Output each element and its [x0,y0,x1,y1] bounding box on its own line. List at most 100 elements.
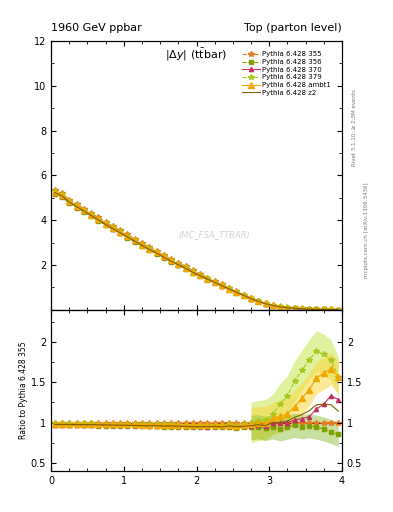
Pythia 6.428 379 [74,202,79,208]
Pythia 6.428 379 [220,282,224,288]
Text: (MC_FSA_TTBAR): (MC_FSA_TTBAR) [178,230,250,239]
Pythia 6.428 370 [118,229,123,236]
Pythia 6.428 355 [140,240,144,246]
Pythia 6.428 355 [125,231,130,238]
Pythia 6.428 z2 [103,221,108,227]
Pythia 6.428 356 [183,265,188,271]
Pythia 6.428 355 [263,301,268,307]
Pythia 6.428 ambt1 [147,246,152,252]
Pythia 6.428 z2 [67,199,72,205]
Pythia 6.428 370 [140,242,144,248]
Pythia 6.428 370 [191,269,195,275]
Pythia 6.428 z2 [234,289,239,295]
Pythia 6.428 ambt1 [176,261,181,267]
Pythia 6.428 z2 [110,226,115,232]
Pythia 6.428 ambt1 [234,289,239,295]
Pythia 6.428 ambt1 [132,237,137,243]
Pythia 6.428 355 [132,236,137,242]
Pythia 6.428 370 [336,307,341,313]
Pythia 6.428 379 [140,241,144,247]
Pythia 6.428 ambt1 [118,229,123,235]
Pythia 6.428 379 [336,307,341,313]
Pythia 6.428 z2 [285,305,290,311]
Y-axis label: Ratio to Pythia 6.428 355: Ratio to Pythia 6.428 355 [19,342,28,439]
Pythia 6.428 370 [220,283,224,289]
Pythia 6.428 z2 [176,262,181,268]
Pythia 6.428 z2 [118,229,123,236]
Pythia 6.428 ambt1 [140,242,144,248]
Pythia 6.428 z2 [154,250,159,256]
Pythia 6.428 356 [234,289,239,295]
Pythia 6.428 ambt1 [278,304,283,310]
Pythia 6.428 z2 [125,234,130,240]
Pythia 6.428 379 [154,249,159,255]
Pythia 6.428 379 [241,292,246,298]
Pythia 6.428 379 [307,306,312,312]
Pythia 6.428 370 [125,234,130,240]
Pythia 6.428 355 [52,187,57,193]
Pythia 6.428 379 [162,253,166,259]
Pythia 6.428 z2 [329,307,333,313]
Pythia 6.428 ambt1 [321,306,326,312]
Pythia 6.428 379 [292,305,297,311]
Pythia 6.428 370 [176,262,181,268]
Pythia 6.428 ambt1 [81,207,86,213]
Pythia 6.428 379 [314,306,319,312]
Pythia 6.428 355 [118,227,123,233]
Pythia 6.428 379 [96,216,101,222]
Pythia 6.428 356 [270,303,275,309]
Pythia 6.428 z2 [212,280,217,286]
Pythia 6.428 356 [220,283,224,289]
Pythia 6.428 379 [205,275,210,282]
Pythia 6.428 355 [60,190,64,196]
Pythia 6.428 355 [74,201,79,207]
Pythia 6.428 370 [110,226,115,232]
Pythia 6.428 379 [103,220,108,226]
Pythia 6.428 356 [176,262,181,268]
Pythia 6.428 379 [89,211,94,217]
Pythia 6.428 z2 [198,272,202,279]
Pythia 6.428 355 [103,219,108,225]
Pythia 6.428 370 [132,238,137,244]
Pythia 6.428 379 [249,295,253,301]
Pythia 6.428 370 [183,265,188,271]
Pythia 6.428 370 [307,306,312,312]
Pythia 6.428 355 [220,282,224,288]
Pythia 6.428 379 [147,245,152,251]
Pythia 6.428 356 [96,218,101,224]
Pythia 6.428 z2 [314,306,319,312]
Pythia 6.428 ambt1 [67,198,72,204]
Pythia 6.428 356 [132,239,137,245]
Pythia 6.428 370 [278,304,283,310]
Pythia 6.428 355 [110,223,115,229]
Pythia 6.428 ambt1 [212,279,217,285]
Pythia 6.428 356 [169,259,173,265]
Pythia 6.428 ambt1 [270,302,275,308]
Text: Top (parton level): Top (parton level) [244,23,342,33]
Pythia 6.428 356 [256,298,261,305]
Pythia 6.428 356 [191,269,195,275]
Pythia 6.428 370 [52,190,57,196]
Pythia 6.428 356 [110,226,115,232]
Pythia 6.428 356 [140,243,144,249]
Pythia 6.428 370 [212,280,217,286]
Pythia 6.428 356 [147,247,152,253]
Pythia 6.428 379 [132,237,137,243]
Pythia 6.428 356 [89,214,94,220]
Pythia 6.428 355 [278,304,283,310]
Pythia 6.428 379 [198,272,202,278]
Pythia 6.428 ambt1 [227,286,231,292]
Pythia 6.428 z2 [183,265,188,271]
Line: Pythia 6.428 355: Pythia 6.428 355 [52,187,341,312]
Pythia 6.428 355 [212,278,217,284]
Pythia 6.428 356 [263,301,268,307]
Pythia 6.428 355 [292,305,297,311]
Line: Pythia 6.428 ambt1: Pythia 6.428 ambt1 [52,189,341,312]
Pythia 6.428 ambt1 [89,211,94,218]
Pythia 6.428 z2 [162,254,166,261]
Pythia 6.428 z2 [292,305,297,311]
Pythia 6.428 ambt1 [241,292,246,298]
Pythia 6.428 379 [60,191,64,198]
Pythia 6.428 379 [125,232,130,239]
Pythia 6.428 z2 [256,298,261,304]
